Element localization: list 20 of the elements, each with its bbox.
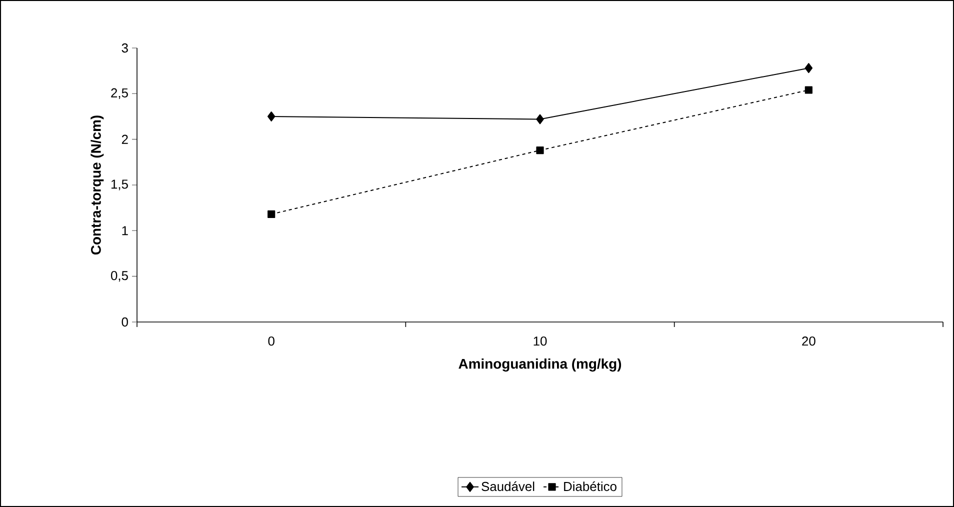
x-axis-title: Aminoguanidina (mg/kg) — [458, 358, 622, 372]
y-tick-label: 2 — [122, 134, 128, 144]
point — [267, 111, 276, 122]
point — [804, 63, 813, 74]
y-tick-label: 1,5 — [111, 180, 128, 190]
x-tick-label: 20 — [802, 336, 816, 346]
point — [268, 210, 276, 218]
y-axis-title: Contra-torque (N/cm) — [90, 116, 104, 255]
x-tick-label: 0 — [268, 336, 274, 346]
legend-label: Diabético — [564, 481, 616, 492]
point — [536, 146, 544, 154]
y-tick-label: 3 — [122, 43, 128, 53]
point — [536, 114, 544, 124]
point — [804, 86, 812, 94]
y-tick-label: 0 — [122, 317, 128, 327]
y-tick-label: 2,5 — [111, 88, 128, 100]
y-tick-label: 1 — [122, 226, 128, 236]
y-tick-label: 0,5 — [110, 270, 128, 282]
legend-label: Saudável — [482, 481, 534, 492]
x-tick-label: 10 — [534, 336, 547, 346]
